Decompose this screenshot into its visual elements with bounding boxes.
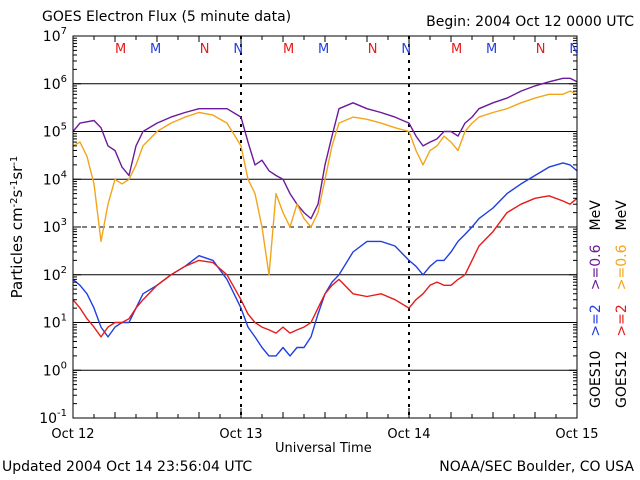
chart-title: GOES Electron Flux (5 minute data)	[42, 9, 292, 25]
begin-time: Begin: 2004 Oct 12 0000 UTC	[426, 14, 634, 30]
marker-letter: N	[536, 42, 546, 57]
x-tick-label: Oct 13	[219, 427, 262, 442]
legend: GOES10>=2>=0.6MeV GOES12>=2>=0.6MeV	[588, 200, 630, 408]
updated-timestamp: Updated 2004 Oct 14 23:56:04 UTC	[2, 459, 253, 475]
marker-letter: N	[200, 42, 210, 57]
y-tick-label: 107	[43, 26, 67, 45]
y-tick-label: 106	[43, 74, 67, 93]
y-tick-label: 105	[43, 122, 67, 141]
x-tick-labels: Oct 12 Oct 13 Oct 14 Oct 15	[51, 427, 598, 442]
series-line-goes10_06mev	[72, 77, 578, 220]
marker-letter: N	[569, 42, 579, 57]
y-tick-label: 104	[43, 169, 67, 188]
series-line-goes12_06mev	[72, 90, 578, 276]
legend-goes12: GOES12>=2>=0.6MeV	[614, 200, 630, 408]
marker-letter: N	[401, 42, 411, 57]
x-tick-label: Oct 14	[387, 427, 430, 442]
x-tick-label: Oct 12	[51, 427, 94, 442]
marker-letter: M	[283, 42, 294, 57]
y-tick-label: 102	[43, 265, 67, 284]
credit: NOAA/SEC Boulder, CO USA	[439, 459, 634, 475]
marker-letter: M	[318, 42, 329, 57]
grid-layer	[73, 35, 577, 419]
y-axis-label: Particles cm-2s-1sr-1	[8, 156, 26, 299]
marker-letter: M	[451, 42, 462, 57]
legend-goes10: GOES10>=2>=0.6MeV	[588, 200, 604, 408]
y-tick-label: 10-1	[39, 408, 67, 427]
axes-layer	[72, 35, 578, 419]
y-tick-label: 100	[43, 360, 67, 379]
marker-letter: N	[368, 42, 378, 57]
x-axis-label: Universal Time	[275, 441, 372, 456]
y-tick-labels: 10-1 100 101 102 103 104 105 106 107	[39, 26, 67, 427]
marker-letter: M	[150, 42, 161, 57]
series-layer	[72, 77, 578, 357]
marker-letter: M	[115, 42, 126, 57]
marker-letter: N	[233, 42, 243, 57]
y-tick-label: 103	[43, 217, 67, 236]
marker-letter: M	[486, 42, 497, 57]
series-line-goes10_2mev	[72, 162, 578, 357]
series-line-goes12_2mev	[72, 195, 578, 338]
x-tick-label: Oct 15	[555, 427, 598, 442]
y-tick-label: 101	[43, 313, 67, 332]
